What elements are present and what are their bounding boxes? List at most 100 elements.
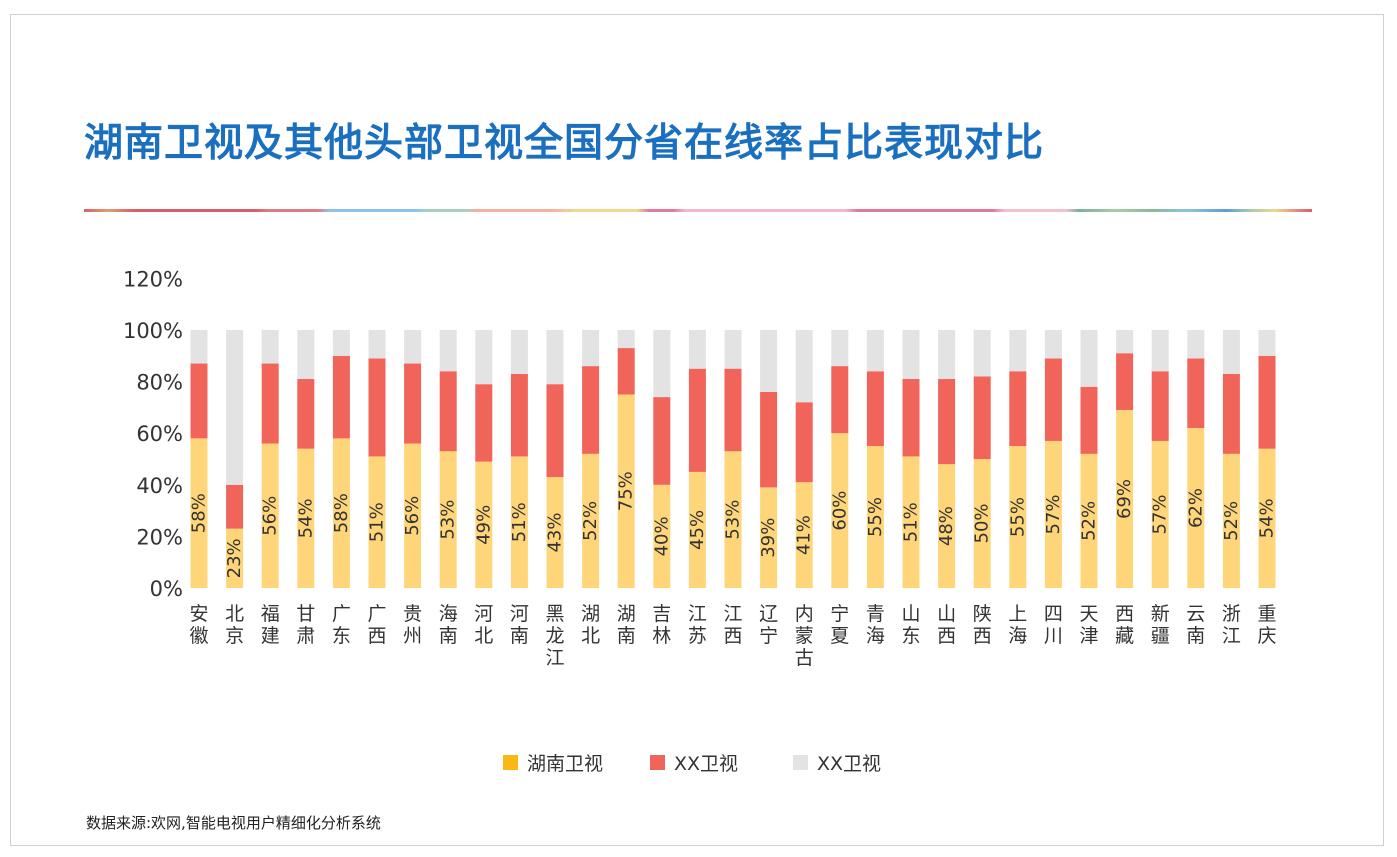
bar-segment-hunan: [760, 487, 778, 588]
data-label: 51%: [367, 502, 388, 542]
bar-segment-xx-red: [724, 368, 742, 452]
bar-segment-hunan: [1151, 440, 1169, 588]
bar-segment-xx-grey: [404, 330, 422, 364]
bar-segment-xx-grey: [760, 330, 778, 392]
bar-segment-xx-red: [261, 363, 279, 444]
x-tick-label: 山东: [901, 603, 920, 647]
bar-segment-hunan: [1258, 448, 1276, 588]
x-tick-label: 浙江: [1222, 603, 1241, 647]
y-tick-label: 0%: [150, 577, 183, 601]
legend-swatch: [793, 755, 808, 770]
bar-segment-xx-red: [617, 348, 635, 395]
x-tick-label: 天津: [1079, 603, 1098, 647]
bar-segment-xx-grey: [190, 330, 208, 364]
bar-segment-hunan: [1080, 453, 1098, 588]
x-tick-label: 陕西: [973, 603, 992, 647]
bar-segment-xx-grey: [1187, 330, 1205, 359]
legend-label: 湖南卫视: [527, 753, 603, 775]
x-tick-label: 福建: [261, 603, 280, 647]
bar-segment-hunan: [475, 461, 493, 588]
bar-segment-xx-red: [546, 384, 564, 478]
bar-segment-hunan: [938, 464, 956, 588]
data-label: 58%: [189, 493, 210, 533]
x-tick-label: 青海: [866, 603, 885, 647]
bar-segment-hunan: [261, 443, 279, 588]
data-label: 53%: [723, 500, 744, 540]
y-tick-label: 20%: [136, 525, 183, 549]
data-label: 60%: [829, 491, 850, 531]
data-label: 51%: [509, 502, 530, 542]
bar-segment-hunan: [1009, 446, 1027, 588]
bar-segment-hunan: [617, 394, 635, 588]
bar-segment-hunan: [404, 443, 422, 588]
x-tick-label: 江苏: [688, 603, 707, 647]
data-label: 54%: [1257, 498, 1278, 538]
x-tick-label: 西藏: [1115, 603, 1134, 647]
legend-label: XX卫视: [674, 753, 738, 775]
bar-segment-hunan: [1187, 428, 1205, 588]
bar-segment-xx-red: [795, 402, 813, 483]
bar-segment-xx-grey: [439, 330, 457, 372]
bar-segment-xx-grey: [653, 330, 671, 398]
bar-segment-xx-red: [404, 363, 422, 444]
bar-segment-xx-grey: [368, 330, 386, 359]
bar-segment-xx-grey: [1258, 330, 1276, 356]
bar-segment-xx-grey: [332, 330, 350, 356]
data-label: 57%: [1150, 494, 1171, 534]
data-label: 40%: [651, 516, 672, 556]
bar-segment-xx-red: [1044, 358, 1062, 441]
bar-segment-hunan: [1222, 453, 1240, 588]
bar-segment-xx-red: [653, 397, 671, 485]
bar-segment-xx-red: [938, 379, 956, 465]
data-label: 69%: [1114, 479, 1135, 519]
x-tick-label: 广东: [332, 603, 351, 647]
y-tick-label: 60%: [136, 422, 183, 446]
bar-segment-xx-red: [439, 371, 457, 452]
page-title: 湖南卫视及其他头部卫视全国分省在线率占比表现对比: [84, 121, 1045, 166]
bar-segment-xx-red: [1258, 355, 1276, 449]
bar-segment-xx-red: [760, 391, 778, 488]
bar-segment-xx-grey: [1044, 330, 1062, 359]
bar-segment-xx-red: [475, 384, 493, 462]
y-tick-label: 80%: [136, 371, 183, 395]
bar-segment-xx-grey: [1116, 330, 1134, 354]
x-tick-label: 广西: [367, 603, 386, 647]
bar-segment-xx-red: [1187, 358, 1205, 429]
bar-segment-hunan: [546, 477, 564, 588]
x-tick-label: 北京: [225, 603, 244, 647]
data-label: 41%: [794, 515, 815, 555]
bar-segment-xx-grey: [795, 330, 813, 403]
x-tick-label: 云南: [1186, 603, 1205, 647]
x-tick-label: 黑龙江: [545, 603, 564, 669]
data-label: 52%: [1221, 501, 1242, 541]
bar-segment-hunan: [902, 456, 920, 588]
bar-segment-xx-red: [1116, 353, 1134, 410]
bar-segment-hunan: [332, 438, 350, 588]
bar-segment-xx-grey: [261, 330, 279, 364]
bar-segment-xx-red: [1151, 371, 1169, 441]
x-tick-label: 内蒙古: [795, 603, 814, 669]
bar-segment-xx-grey: [1080, 330, 1098, 387]
bar-segment-xx-grey: [973, 330, 991, 377]
bar-segment-xx-grey: [510, 330, 528, 374]
data-label: 52%: [580, 501, 601, 541]
bar-segment-hunan: [688, 471, 706, 588]
bar-segment-hunan: [1116, 409, 1134, 588]
data-label: 62%: [1185, 488, 1206, 528]
bar-segment-xx-grey: [226, 330, 244, 485]
legend-swatch: [503, 755, 518, 770]
bar-segment-hunan: [795, 482, 813, 588]
y-tick-label: 120%: [123, 267, 183, 291]
data-label: 45%: [687, 510, 708, 550]
title-divider: [84, 209, 1312, 212]
bar-segment-hunan: [653, 484, 671, 588]
bar-segment-xx-red: [368, 358, 386, 457]
y-tick-label: 100%: [123, 319, 183, 343]
legend-label: XX卫视: [817, 753, 881, 775]
bar-segment-xx-red: [226, 484, 244, 529]
data-label: 56%: [260, 496, 281, 536]
data-label: 48%: [936, 506, 957, 546]
bar-segment-hunan: [866, 446, 884, 588]
data-label: 75%: [616, 471, 637, 511]
